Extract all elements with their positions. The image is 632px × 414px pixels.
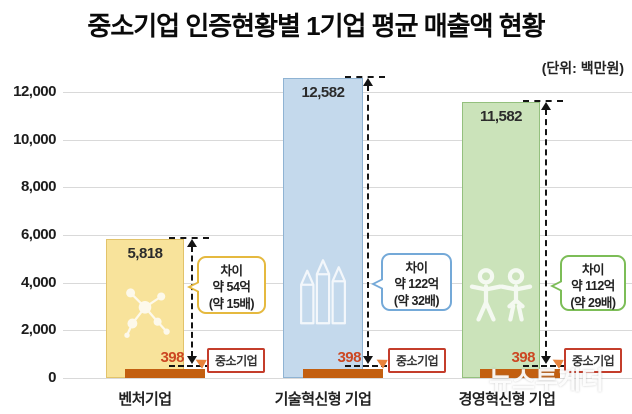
bar-value-label: 11,582: [479, 108, 523, 125]
arrow-up-icon: [541, 102, 551, 110]
watermark: 뉴스투게더: [489, 367, 605, 395]
category-label: 기술혁신형 기업: [274, 391, 372, 408]
dash-top: [523, 100, 563, 102]
dash-bottom: [523, 365, 565, 367]
chart-title: 중소기업 인증현황별 1기업 평균 매출액 현황: [87, 11, 545, 41]
pencils-icon: [295, 254, 351, 331]
dash-bottom: [169, 365, 211, 367]
y-tick-label: 2,000: [20, 321, 57, 339]
arrow-down-icon: [187, 356, 197, 364]
y-tick-label: 12,000: [13, 83, 56, 100]
diff-line3: (약 15배): [208, 296, 255, 311]
arrow-up-icon: [363, 78, 373, 86]
arrow-up-icon: [187, 239, 197, 247]
category-label: 경영혁신형 기업: [458, 391, 556, 408]
bar-value-label: 12,582: [301, 84, 345, 101]
sme-tag-label: 중소기업: [207, 348, 266, 373]
measure-arrow: [545, 109, 547, 357]
y-tick-label: 10,000: [13, 130, 56, 148]
unit-label: (단위: 백만원): [541, 60, 624, 76]
diff-line1: 차이: [581, 263, 605, 277]
diff-line3: (약 29배): [570, 295, 616, 310]
sme-bar: [303, 369, 383, 378]
sme-bar: [480, 369, 560, 378]
diff-line3: (약 32배): [393, 293, 440, 308]
y-tick-label: 0: [48, 369, 56, 386]
venture-bar: 5,818: [106, 239, 184, 378]
arrow-down-icon: [541, 356, 551, 364]
tech-innovation-bar: 12,582: [283, 78, 363, 378]
bar-value-label: 5,818: [127, 245, 163, 262]
diff-line1: 차이: [220, 264, 243, 278]
category-label: 벤처기업: [118, 391, 172, 408]
arrow-down-icon: [363, 356, 373, 364]
diff-line2: 약 112억: [571, 279, 615, 294]
management-innovation-bar: 11,582: [462, 102, 540, 378]
diff-line1: 차이: [405, 261, 428, 275]
measure-arrow: [367, 85, 369, 357]
sme-value-label: 398: [337, 349, 361, 366]
y-tick-label: 6,000: [20, 226, 57, 243]
people-icon: [468, 266, 534, 331]
gridline: [63, 378, 632, 379]
molecule-icon: [118, 280, 172, 345]
sme-bar: [125, 369, 205, 378]
dash-top: [345, 76, 385, 78]
measure-arrow: [191, 246, 193, 357]
sme-tag-label: 중소기업: [388, 348, 447, 373]
sme-value-label: 398: [511, 349, 535, 366]
diff-annotation-box: 차이 약 112억 (약 29배): [550, 255, 626, 311]
sme-tag-label: 중소기업: [564, 348, 623, 373]
dash-bottom: [345, 365, 387, 367]
dash-top: [169, 237, 209, 239]
y-tick-label: 4,000: [20, 273, 57, 291]
diff-line2: 약 122억: [394, 277, 439, 292]
diff-annotation-box: 차이 약 122억 (약 32배): [371, 253, 452, 311]
diff-annotation-box: 차이 약 54억 (약 15배): [187, 256, 266, 314]
diff-line2: 약 54억: [212, 280, 251, 295]
sme-value-label: 398: [160, 349, 184, 366]
y-tick-label: 8,000: [20, 178, 57, 196]
